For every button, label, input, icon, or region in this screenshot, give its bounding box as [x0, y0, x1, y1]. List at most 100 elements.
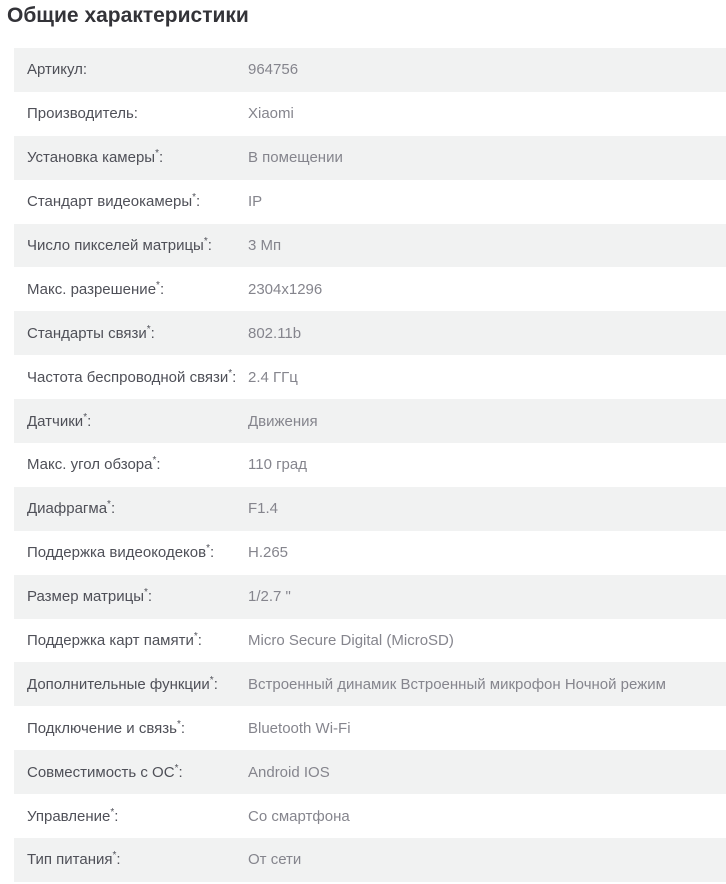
spec-value: Bluetooth Wi-Fi	[248, 719, 351, 737]
spec-label-text: Стандарты связи	[27, 324, 147, 342]
spec-label-text: Число пикселей матрицы	[27, 237, 204, 254]
spec-label-asterisk: *	[156, 279, 160, 291]
spec-value: 802.11b	[248, 324, 302, 342]
spec-label: Установка камеры*:	[14, 148, 248, 167]
spec-value: 110 град	[248, 456, 307, 474]
spec-value: В помещении	[248, 149, 343, 167]
spec-label: Число пикселей матрицы*:	[14, 236, 248, 255]
spec-label-text: Производитель	[27, 105, 134, 123]
spec-value: 2304x1296	[248, 280, 323, 298]
spec-label-colon: :	[82, 61, 88, 79]
spec-label-asterisk: *	[107, 499, 111, 511]
spec-row: Поддержка карт памяти*: Micro Secure Dig…	[14, 619, 726, 663]
spec-label-text: Макс. разрешение	[27, 280, 157, 298]
spec-label-colon: :	[159, 149, 164, 167]
spec-label-asterisk: *	[152, 455, 157, 467]
spec-label-colon: :	[159, 280, 165, 298]
spec-label-asterisk: *	[203, 236, 208, 247]
spec-label-colon: :	[87, 412, 92, 430]
spec-label-asterisk: *	[112, 850, 117, 862]
spec-label: Артикул:	[14, 61, 248, 78]
spec-label-text: Диафрагма	[27, 500, 108, 518]
spec-row: Датчики*: Движения	[14, 399, 726, 444]
spec-value: Android IOS	[248, 763, 330, 781]
spec-label-colon: :	[213, 675, 218, 693]
spec-label-text: Стандарт видеокамеры	[27, 193, 193, 211]
spec-label: Макс. разрешение*:	[14, 279, 248, 298]
spec-label-colon: :	[207, 237, 212, 254]
spec-label-asterisk: *	[110, 806, 115, 818]
spec-row: Установка камеры*: В помещении	[14, 135, 726, 180]
spec-label-colon: :	[210, 544, 215, 562]
spec-row: Макс. угол обзора*: 110 град	[14, 443, 726, 487]
spec-label-text: Совместимость с ОС	[27, 763, 175, 781]
spec-row: Диафрагма*: F1.4	[14, 486, 726, 531]
spec-label-colon: :	[232, 368, 237, 386]
spec-value: F1.4	[248, 500, 279, 518]
spec-label-asterisk: *	[206, 543, 210, 555]
spec-label: Производитель:	[14, 105, 248, 122]
spec-label-text: Дополнительные функции	[27, 675, 210, 693]
spec-label-asterisk: *	[146, 323, 151, 335]
spec-label-asterisk: *	[83, 411, 88, 423]
spec-row: Подключение и связь*: Bluetooth Wi-Fi	[14, 706, 726, 750]
spec-value: H.265	[248, 544, 289, 562]
spec-row: Совместимость с ОС*: Android IOS	[14, 750, 726, 795]
spec-value: 3 Мп	[248, 237, 282, 254]
spec-label: Подключение и связь*:	[14, 718, 248, 737]
spec-row: Стандарт видеокамеры*: IP	[14, 180, 726, 224]
spec-row: Макс. разрешение*: 2304x1296	[14, 267, 726, 311]
spec-label-text: Частота беспроводной связи	[27, 368, 229, 386]
spec-label-asterisk: *	[228, 367, 233, 379]
spec-label-text: Поддержка видеокодеков	[27, 544, 207, 562]
spec-value: Встроенный динамик Встроенный микрофон Н…	[248, 675, 666, 693]
spec-row: Стандарты связи*: 802.11b	[14, 311, 726, 356]
spec-value: Движения	[248, 412, 318, 430]
spec-label: Управление*:	[14, 806, 248, 825]
spec-label-colon: :	[133, 105, 138, 123]
spec-label: Поддержка видеокодеков*:	[14, 543, 248, 562]
spec-label-asterisk: *	[174, 762, 179, 774]
spec-label-colon: :	[180, 719, 186, 737]
spec-label-colon: :	[114, 807, 119, 825]
spec-label: Стандарт видеокамеры*:	[14, 192, 248, 211]
spec-value: 2.4 ГГц	[248, 368, 298, 386]
spec-label: Диафрагма*:	[14, 499, 248, 518]
spec-label-text: Датчики	[27, 412, 84, 430]
spec-label: Совместимость с ОС*:	[14, 762, 248, 781]
spec-label-text: Установка камеры	[27, 149, 156, 167]
spec-row: Число пикселей матрицы*: 3 Мп	[14, 223, 726, 268]
spec-row: Поддержка видеокодеков*: H.265	[14, 531, 726, 575]
spec-row: Тип питания*: От сети	[14, 838, 726, 882]
spec-value: Micro Secure Digital (MicroSD)	[248, 632, 454, 650]
spec-row: Частота беспроводной связи*: 2.4 ГГц	[14, 355, 726, 399]
spec-label-text: Тип питания	[27, 851, 113, 869]
spec-label: Размер матрицы*:	[14, 587, 248, 606]
spec-label-asterisk: *	[193, 631, 198, 643]
spec-row: Размер матрицы*: 1/2.7 "	[14, 574, 726, 619]
spec-value: Со смартфона	[248, 807, 350, 825]
spec-label-asterisk: *	[144, 587, 148, 599]
spec-row: Артикул: 964756	[14, 48, 726, 92]
spec-label-asterisk: *	[176, 718, 181, 730]
spec-label: Макс. угол обзора*:	[14, 455, 248, 474]
spec-value: IP	[248, 193, 263, 211]
spec-label-asterisk: *	[155, 148, 159, 160]
spec-label-text: Управление	[27, 807, 111, 825]
spec-label: Стандарты связи*:	[14, 323, 248, 342]
spec-label: Тип питания*:	[14, 850, 248, 869]
spec-row: Дополнительные функции*: Встроенный дина…	[14, 662, 726, 707]
spec-label-colon: :	[110, 500, 116, 518]
spec-label-text: Размер матрицы	[27, 588, 145, 606]
spec-label-asterisk: *	[192, 192, 197, 204]
spec-label-asterisk: *	[209, 674, 214, 686]
spec-label-colon: :	[196, 193, 201, 211]
spec-table: Артикул: 964756 Производитель: Xiaomi Ус…	[14, 48, 726, 882]
spec-label-colon: :	[116, 851, 121, 869]
spec-label-colon: :	[178, 763, 183, 781]
spec-value: Xiaomi	[248, 105, 294, 123]
page-title: Общие характеристики	[7, 4, 249, 27]
spec-label: Частота беспроводной связи*:	[14, 367, 248, 386]
spec-label-colon: :	[156, 456, 161, 474]
spec-label-text: Макс. угол обзора	[27, 456, 153, 474]
